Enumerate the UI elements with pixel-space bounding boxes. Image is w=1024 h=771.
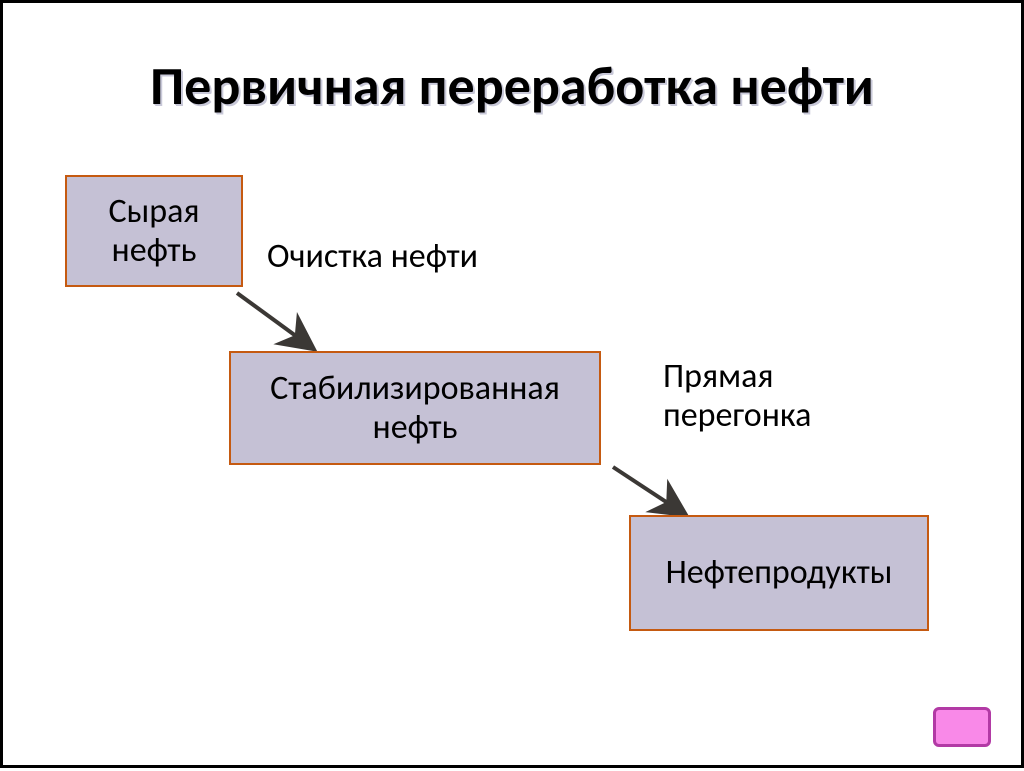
- next-slide-button[interactable]: [933, 707, 991, 747]
- slide-frame: Первичная переработка нефти Сырая нефть …: [0, 0, 1024, 768]
- slide-title: Первичная переработка нефти: [3, 53, 1021, 119]
- node-crude-oil: Сырая нефть: [65, 175, 243, 287]
- node-petroleum-products: Нефтепродукты: [629, 515, 929, 631]
- node-label: Нефтепродукты: [666, 553, 893, 592]
- edge-label-cleaning: Очистка нефти: [267, 237, 478, 276]
- node-stabilized-oil: Стабилизированная нефть: [229, 351, 601, 465]
- node-label: Сырая нефть: [77, 192, 231, 270]
- edge-label-line1: Прямая: [663, 356, 774, 397]
- edge-label-distillation: Прямая перегонка: [663, 357, 811, 435]
- edge-label-line2: перегонка: [663, 395, 811, 436]
- node-label: Стабилизированная нефть: [241, 369, 589, 447]
